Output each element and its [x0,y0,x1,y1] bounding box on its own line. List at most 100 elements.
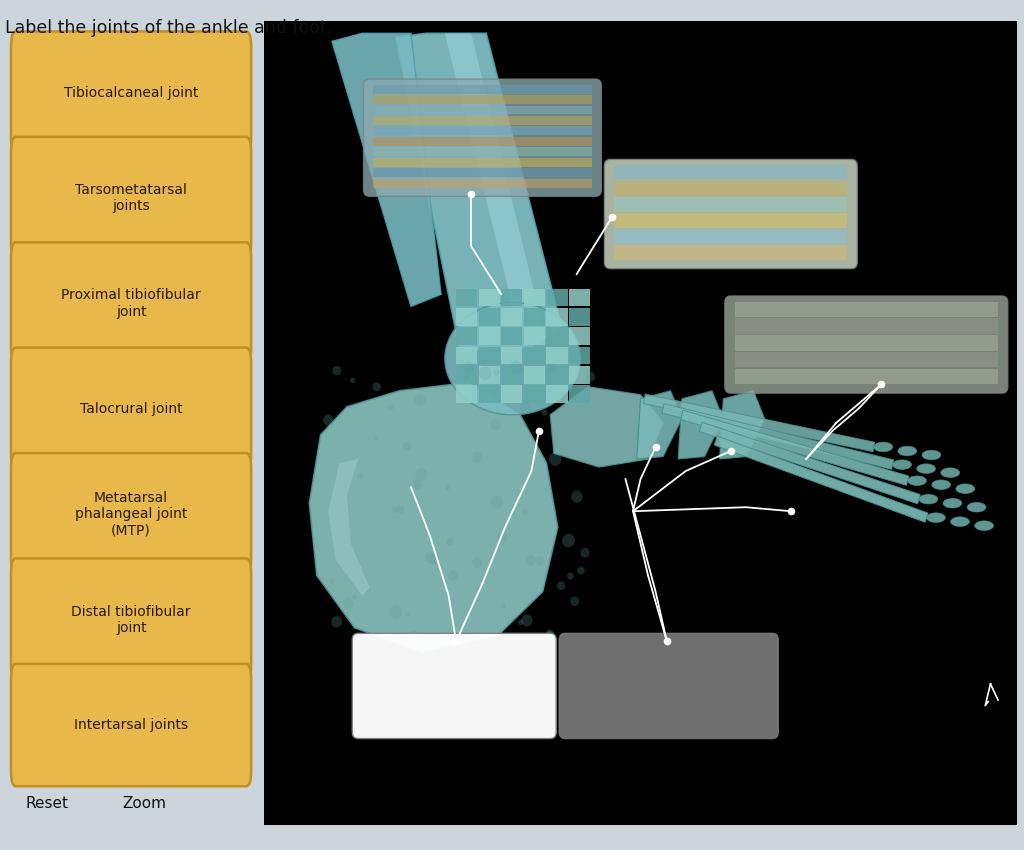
Bar [374,178,592,188]
Bar [478,327,500,345]
Ellipse shape [967,502,986,512]
Bar [614,181,848,196]
Bar [502,289,522,306]
Polygon shape [309,382,558,652]
Circle shape [444,632,454,642]
Circle shape [570,597,580,606]
Bar [374,127,592,135]
Bar [374,116,592,125]
Text: Reset: Reset [26,796,69,811]
Ellipse shape [943,498,962,508]
Text: Proximal tibiofibular
joint: Proximal tibiofibular joint [61,288,201,319]
Bar [478,366,500,383]
Bar [478,289,500,306]
Bar [734,319,998,334]
Bar [524,385,545,403]
Polygon shape [444,33,543,336]
Polygon shape [396,33,561,350]
Bar [524,289,545,306]
Bar [569,308,590,326]
Circle shape [586,371,595,382]
Bar [374,85,592,94]
Polygon shape [663,404,894,469]
Polygon shape [643,394,874,451]
Circle shape [333,366,341,376]
Bar [614,197,848,212]
Circle shape [425,552,436,564]
Circle shape [562,534,574,547]
Circle shape [343,598,353,609]
Bar [456,347,477,365]
FancyBboxPatch shape [11,664,251,786]
FancyBboxPatch shape [11,453,251,575]
Circle shape [557,581,565,590]
Circle shape [542,409,548,416]
Text: Distal tibiofibular
joint: Distal tibiofibular joint [72,604,190,635]
Circle shape [567,573,573,580]
FancyBboxPatch shape [559,633,778,739]
Circle shape [429,554,439,564]
Polygon shape [715,436,928,522]
Bar [547,289,567,306]
Bar [614,246,848,260]
Ellipse shape [907,476,927,485]
Circle shape [463,361,474,374]
Bar [734,352,998,367]
Circle shape [445,484,451,490]
Ellipse shape [898,446,916,456]
Circle shape [546,629,554,638]
Bar [502,347,522,365]
Circle shape [578,567,585,575]
Polygon shape [550,387,664,467]
Circle shape [413,479,422,490]
Bar [547,347,567,365]
Circle shape [510,360,523,374]
Circle shape [471,451,482,463]
Bar [524,366,545,383]
Circle shape [472,558,482,569]
Bar [502,327,522,345]
Bar [456,308,477,326]
FancyBboxPatch shape [11,137,251,259]
Text: Label the joints of the ankle and foot.: Label the joints of the ankle and foot. [5,19,333,37]
Polygon shape [637,391,682,459]
Circle shape [521,615,532,626]
Ellipse shape [975,521,993,530]
Circle shape [518,620,523,626]
Circle shape [497,532,507,544]
Bar [547,327,567,345]
Bar [547,366,567,383]
FancyBboxPatch shape [364,79,601,196]
Text: Zoom: Zoom [122,796,166,811]
Bar [569,347,590,365]
Bar [478,347,500,365]
Circle shape [529,459,537,467]
Ellipse shape [932,480,950,490]
Circle shape [536,556,545,565]
Bar [374,95,592,104]
Circle shape [547,363,556,374]
Circle shape [545,631,554,641]
Polygon shape [699,422,921,504]
FancyBboxPatch shape [11,242,251,365]
Text: Tarsometatarsal
joints: Tarsometatarsal joints [75,183,187,213]
Bar [569,289,590,306]
Circle shape [463,373,470,381]
FancyBboxPatch shape [604,160,857,269]
Circle shape [373,382,381,391]
Ellipse shape [927,513,945,523]
Circle shape [416,468,428,481]
FancyBboxPatch shape [725,296,1008,394]
Bar [502,385,522,403]
Bar [374,158,592,167]
Bar [569,327,590,345]
Circle shape [581,548,590,558]
Circle shape [357,473,364,479]
Bar [524,308,545,326]
Circle shape [549,453,561,466]
Bar [456,327,477,345]
Circle shape [391,507,398,513]
Bar [374,147,592,156]
Bar [374,105,592,115]
Bar [569,385,590,403]
